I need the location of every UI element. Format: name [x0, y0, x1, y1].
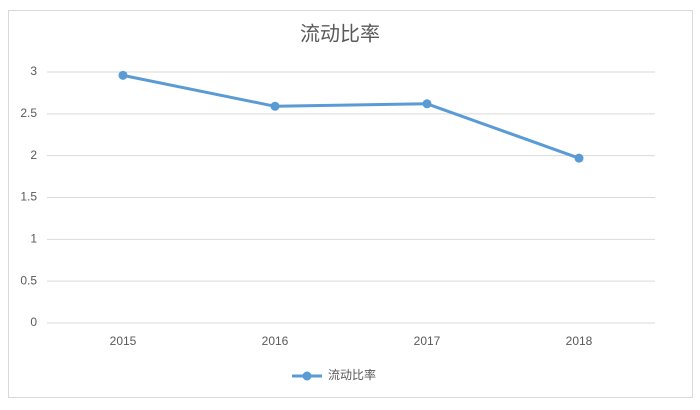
y-tick-label: 3 — [30, 64, 37, 78]
data-point — [574, 153, 584, 163]
legend-marker — [302, 371, 312, 381]
data-line — [121, 73, 581, 160]
data-point — [118, 70, 128, 80]
x-tick-label: 2016 — [262, 334, 289, 348]
x-tick-label: 2018 — [566, 334, 593, 348]
legend-label: 流动比率 — [328, 367, 376, 382]
y-tick-label: 2.5 — [20, 106, 37, 120]
data-point — [422, 99, 432, 109]
y-tick-label: 1.5 — [20, 190, 37, 204]
data-point — [270, 101, 280, 111]
chart-title: 流动比率 — [300, 22, 380, 45]
y-tick-label: 1 — [30, 232, 37, 246]
y-tick-label: 0.5 — [20, 273, 37, 287]
y-tick-label: 2 — [30, 148, 37, 162]
x-tick-label: 2017 — [414, 334, 441, 348]
y-tick-label: 0 — [30, 315, 37, 329]
x-tick-label: 2015 — [110, 334, 137, 348]
